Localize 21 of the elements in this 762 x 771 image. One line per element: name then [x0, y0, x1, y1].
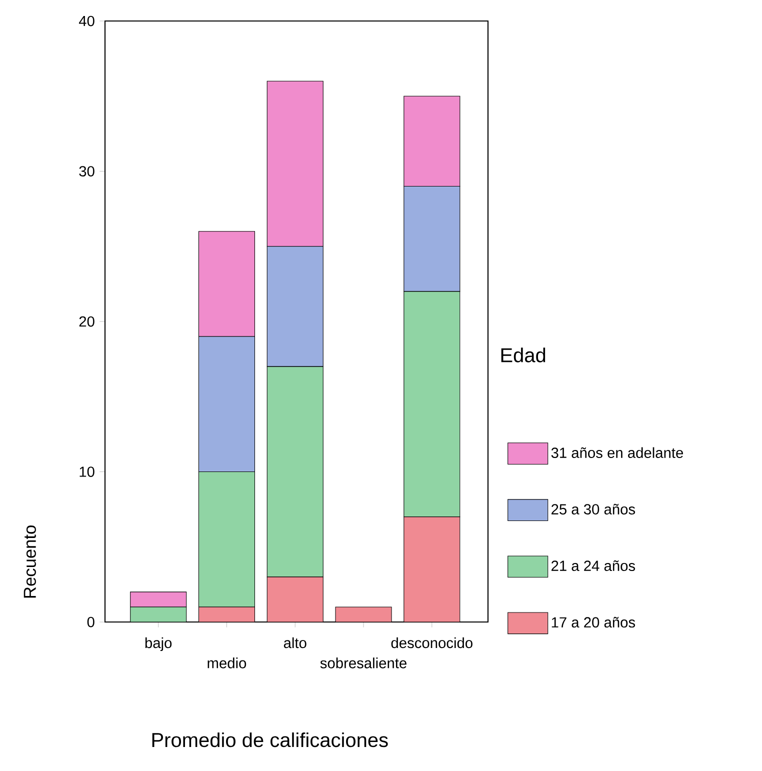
legend-label: 25 a 30 años	[552, 504, 636, 514]
x-tick-label: desconocido	[391, 637, 472, 648]
x-tick-label: sobresaliente	[320, 658, 406, 668]
legend-title: Edad	[501, 348, 546, 362]
y-axis-title: Recuento	[24, 526, 36, 598]
x-axis-title: Promedio de calificaciones	[152, 732, 388, 748]
bar	[198, 606, 256, 622]
x-tick-label: alto	[284, 637, 306, 648]
y-tick-label: 10	[80, 466, 94, 477]
x-tick-label: medio	[208, 658, 246, 668]
bar	[404, 516, 460, 622]
x-tick-label: bajo	[145, 637, 172, 652]
y-tick-label: 0	[87, 616, 94, 628]
y-tick-label: 30	[79, 166, 94, 176]
legend-label: 21 a 24 años	[552, 560, 636, 572]
legend-label: 17 a 20 años	[552, 616, 636, 628]
bar	[335, 606, 392, 622]
legend-label: 31 años en adelante	[551, 447, 684, 458]
bar	[266, 576, 324, 622]
y-tick-label: 40	[78, 16, 94, 26]
y-tick-label: 20	[79, 316, 94, 327]
